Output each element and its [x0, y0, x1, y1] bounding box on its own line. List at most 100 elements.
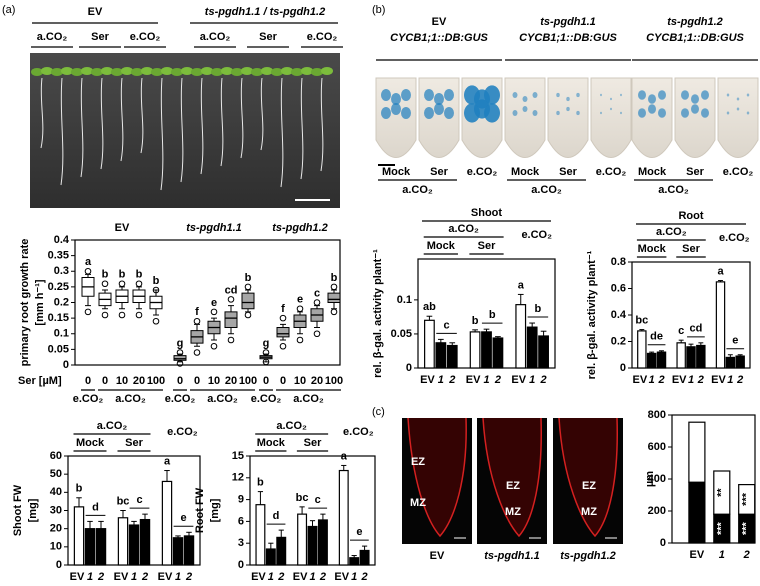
condition-label: Ser [259, 31, 277, 43]
x-tick-label: 20 [133, 375, 145, 387]
super-label: a.CO₂ [97, 420, 128, 432]
x-tick-label: 1 [688, 374, 694, 386]
root-outline [558, 417, 619, 538]
significance-letter: b [245, 272, 252, 284]
root-outline [407, 417, 467, 538]
gus-stain [556, 110, 560, 116]
y-tick-label: 0.4 [611, 309, 627, 321]
gus-stain [610, 107, 612, 111]
leaf [31, 68, 43, 76]
root [140, 77, 144, 154]
flier [152, 286, 160, 294]
x-tick-label: EV [672, 374, 687, 386]
root-tip-photo [590, 77, 632, 158]
y-tick-label: 0.4 [54, 234, 70, 246]
genotype-label: EV [432, 16, 447, 28]
significance-letter: cd [689, 323, 702, 335]
condition-label: e.CO₂ [130, 31, 161, 43]
box [173, 355, 187, 361]
significance-letter: bc [635, 314, 648, 326]
x-tick-label: EV [466, 374, 481, 386]
significance-stars: ** [716, 488, 728, 497]
root-tip-photo [375, 77, 417, 158]
flier [279, 342, 287, 350]
gus-stain [681, 90, 689, 100]
significance-letter: e [211, 297, 217, 309]
group-label: e.CO₂ [167, 426, 198, 438]
y-tick-label: 12 [232, 472, 244, 484]
flier [227, 296, 235, 303]
gus-stain [484, 103, 500, 123]
reporter-label: CYCB1;1::DB:GUS [390, 32, 488, 44]
treatment-label: Ser [686, 166, 704, 178]
bar [73, 506, 85, 566]
zone-label: MZ [581, 506, 597, 518]
x-tick-label: EV [420, 374, 435, 386]
y-tick-label: 0 [56, 559, 62, 571]
group-label: Ser [125, 437, 143, 449]
root [300, 77, 304, 180]
box [224, 311, 238, 328]
root [180, 77, 184, 183]
flier [176, 360, 184, 367]
gus-stain [620, 93, 622, 97]
significance-letter: a [85, 256, 92, 268]
super-label: a.CO₂ [448, 223, 479, 235]
condition-label: e.CO₂ [307, 31, 338, 43]
gus-stain [401, 107, 411, 119]
group-label: ts-pgdh1.2 [272, 222, 328, 234]
x-tick-label: 1 [719, 549, 725, 561]
x-tick-label: EV [158, 571, 173, 583]
fluorescence-photo [402, 418, 472, 544]
bar [656, 351, 667, 369]
bar-segment [738, 484, 756, 515]
y-tick-label: 0.25 [48, 281, 69, 293]
condition-label: a.CO₂ [207, 393, 238, 405]
x-tick-label: 1 [268, 571, 274, 583]
gus-stain [532, 110, 538, 116]
bar [172, 537, 184, 566]
super-label: a.CO₂ [656, 226, 687, 238]
leaf [81, 67, 93, 75]
significance-letter: b [535, 303, 542, 315]
significance-letter: c [136, 494, 142, 506]
y-tick-label: 20 [50, 523, 62, 535]
x-axis-label: Ser [µM] [18, 375, 62, 387]
flier [118, 280, 126, 288]
gus-stain [576, 110, 580, 116]
y-tick-label: 0 [406, 362, 412, 374]
bar [515, 304, 527, 369]
zone-label: MZ [505, 506, 521, 518]
group-label: e.CO₂ [521, 229, 552, 241]
leaf [271, 68, 283, 76]
root [280, 77, 284, 188]
bar-segment [688, 481, 706, 544]
y-tick-label: 30 [50, 504, 62, 516]
gus-stain [736, 107, 740, 111]
significance-letter: b [102, 269, 109, 281]
bar [424, 319, 435, 369]
gus-stain [381, 107, 391, 119]
condition-label: Ser [91, 31, 109, 43]
genotype-label: ts-pgdh1.1 [540, 16, 596, 28]
flier [330, 283, 338, 291]
bar [265, 548, 276, 566]
group-label: ts-pgdh1.1 [186, 222, 242, 234]
x-tick-label: 0 [194, 375, 200, 387]
bar [255, 504, 266, 566]
gus-stain [512, 92, 518, 98]
gus-stain [532, 92, 538, 98]
x-tick-label: 0 [177, 375, 183, 387]
significance-letter: e [297, 294, 303, 306]
significance-letter: f [281, 303, 285, 315]
group-label: Mock [76, 437, 105, 449]
significance-letter: ab [423, 301, 436, 313]
bar [492, 337, 504, 369]
significance-letter: g [177, 337, 184, 349]
image-caption: ts-pgdh1.2 [560, 550, 616, 562]
y-tick-label: 0.2 [54, 296, 69, 308]
chart-title: Shoot [471, 207, 502, 219]
x-tick-label: 2 [697, 374, 704, 386]
x-tick-label: 2 [277, 571, 284, 583]
leaf [101, 67, 113, 75]
